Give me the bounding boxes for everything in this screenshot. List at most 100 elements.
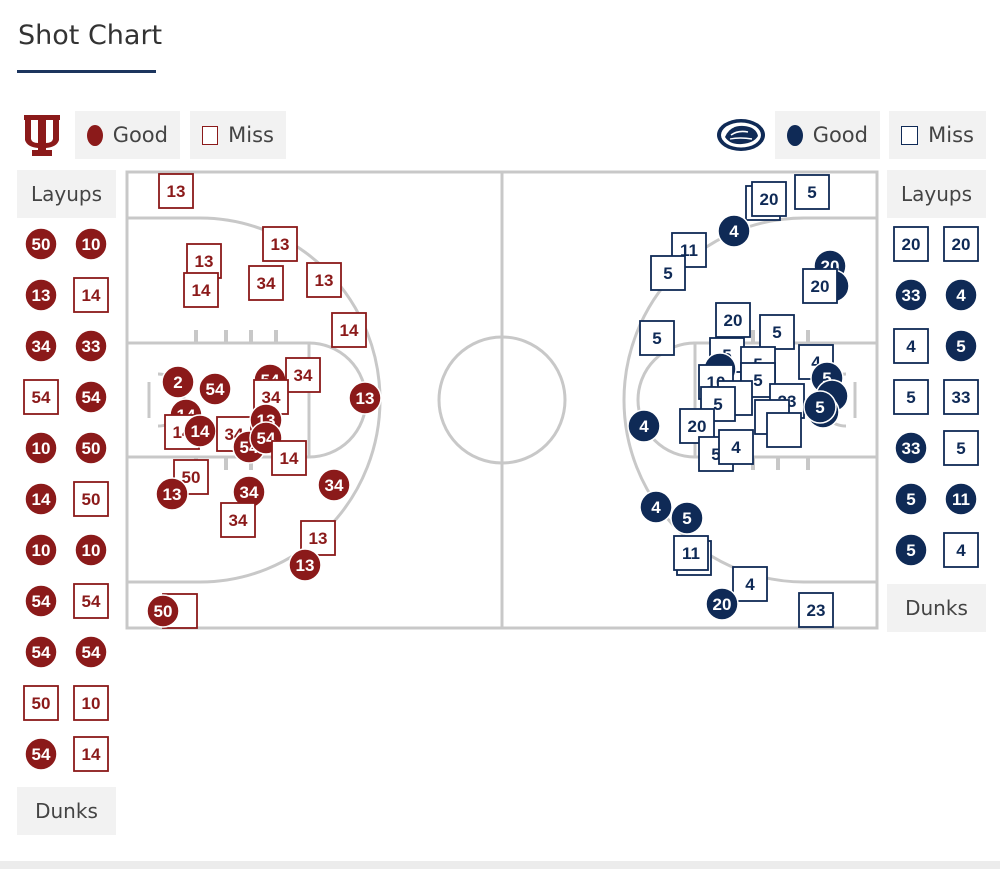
home-shot-marker: 13 bbox=[262, 226, 298, 262]
away-layup-marker-label: 5 bbox=[906, 388, 915, 407]
home-layup-marker-label: 54 bbox=[32, 745, 51, 764]
home-layup-marker-dot bbox=[74, 380, 108, 414]
away-shot-marker: 4 bbox=[732, 566, 768, 602]
home-layup-marker-dot bbox=[24, 533, 58, 567]
home-legend-good-label: Good bbox=[112, 123, 168, 147]
away-layup-marker: 4 bbox=[944, 278, 978, 312]
away-shot-marker: 4 bbox=[718, 429, 754, 465]
home-shot-marker-square bbox=[220, 502, 256, 538]
away-shot-marker-label: 5 bbox=[807, 183, 816, 202]
away-layup-marker-square bbox=[893, 226, 929, 262]
away-layup-marker-square bbox=[943, 379, 979, 415]
home-shot-marker: 13 bbox=[288, 548, 322, 582]
home-layup-marker: 14 bbox=[24, 482, 58, 516]
away-shot-marker-label: 5 bbox=[815, 398, 824, 417]
home-shot-marker: 50 bbox=[173, 459, 209, 495]
away-shot-marker: 5 bbox=[650, 255, 686, 291]
away-shot-marker-label: 4 bbox=[731, 438, 741, 457]
away-layup-marker-square bbox=[893, 379, 929, 415]
away-shot-marker-label: 5 bbox=[663, 264, 672, 283]
home-legend-miss-label: Miss bbox=[228, 123, 274, 147]
home-shot-marker-dot bbox=[348, 381, 382, 415]
away-shot-marker-label: 20 bbox=[688, 417, 707, 436]
away-layup-marker: 5 bbox=[893, 379, 929, 415]
away-shot-marker-square bbox=[751, 181, 787, 217]
home-layup-marker: 50 bbox=[74, 431, 108, 465]
home-layup-marker-dot bbox=[24, 431, 58, 465]
away-layup-marker-label: 5 bbox=[906, 541, 915, 560]
away-layup-marker: 4 bbox=[893, 328, 929, 364]
home-shot-marker: 13 bbox=[155, 477, 189, 511]
away-layup-marker: 4 bbox=[943, 532, 979, 568]
home-layup-marker-dot bbox=[74, 329, 108, 363]
away-shot-marker-dot bbox=[803, 390, 837, 424]
home-shots: 1313131334141425454343413141414341354541… bbox=[146, 173, 382, 629]
home-layup-marker: 50 bbox=[24, 227, 58, 261]
away-dunks-label: Dunks bbox=[887, 584, 986, 632]
home-layup-marker: 33 bbox=[74, 329, 108, 363]
away-layup-marker-dot bbox=[944, 482, 978, 516]
home-layups: 50 10 13 14 34 33 54 54 10 50 14 50 10 10 54 54 54 54 50 10… bbox=[23, 227, 109, 772]
home-shot-marker-label: 13 bbox=[163, 485, 182, 504]
home-shot-marker-label: 13 bbox=[195, 252, 214, 271]
away-shot-marker-label: 4 bbox=[651, 498, 661, 517]
home-layup-marker-square bbox=[73, 277, 109, 313]
away-layup-marker-label: 33 bbox=[902, 439, 921, 458]
away-shot-marker-square bbox=[802, 268, 838, 304]
home-shot-marker-label: 2 bbox=[173, 373, 182, 392]
home-shot-marker-square bbox=[248, 265, 284, 301]
away-shot-marker-label: 4 bbox=[639, 417, 649, 436]
away-layup-marker-label: 4 bbox=[956, 541, 966, 560]
home-shot-marker: 14 bbox=[183, 414, 217, 448]
home-shot-marker-square bbox=[306, 262, 342, 298]
home-shot-marker: 54 bbox=[198, 372, 232, 406]
away-layup-marker-label: 5 bbox=[956, 439, 965, 458]
home-shot-marker-label: 34 bbox=[229, 511, 248, 530]
home-shot-marker-square bbox=[183, 272, 219, 308]
away-shot-marker-label: 5 bbox=[822, 369, 831, 388]
home-layup-marker: 10 bbox=[74, 227, 108, 261]
home-layup-marker: 13 bbox=[24, 278, 58, 312]
away-shot-marker: 5 bbox=[759, 314, 795, 350]
home-layup-marker-dot bbox=[24, 737, 58, 771]
home-shot-marker-square bbox=[262, 226, 298, 262]
away-shots: 2054115202020555541055523542054451142023 bbox=[627, 174, 850, 628]
home-layup-marker: 54 bbox=[24, 584, 58, 618]
home-shot-marker: 34 bbox=[248, 265, 284, 301]
home-layup-marker: 50 bbox=[73, 481, 109, 517]
good-marker-icon bbox=[787, 124, 803, 146]
home-layup-marker-square bbox=[73, 685, 109, 721]
good-marker-icon bbox=[87, 124, 103, 146]
away-layup-marker: 20 bbox=[893, 226, 929, 262]
home-legend-good: Good bbox=[75, 111, 180, 159]
away-shot-marker-dot bbox=[670, 501, 704, 535]
home-shot-marker-dot bbox=[317, 468, 351, 502]
home-layup-marker: 14 bbox=[73, 736, 109, 772]
home-shot-marker: 13 bbox=[306, 262, 342, 298]
home-layup-marker-label: 10 bbox=[82, 694, 101, 713]
away-layup-marker-dot bbox=[944, 278, 978, 312]
home-shot-marker: 13 bbox=[158, 173, 194, 209]
away-layup-marker-label: 20 bbox=[902, 235, 921, 254]
away-shot-marker: 5 bbox=[794, 174, 830, 210]
away-layup-marker-square bbox=[893, 328, 929, 364]
home-layup-marker-label: 54 bbox=[82, 643, 101, 662]
away-shot-marker-dot bbox=[627, 409, 661, 443]
home-layup-marker-label: 10 bbox=[32, 541, 51, 560]
away-shot-marker-label: 23 bbox=[807, 601, 826, 620]
home-layup-marker-label: 10 bbox=[82, 541, 101, 560]
bottom-divider bbox=[0, 861, 1000, 869]
home-layup-marker-label: 13 bbox=[32, 286, 51, 305]
home-layup-marker: 54 bbox=[74, 380, 108, 414]
home-shot-marker: 34 bbox=[285, 357, 321, 393]
home-layup-marker-label: 50 bbox=[82, 490, 101, 509]
home-shot-marker-label: 13 bbox=[315, 271, 334, 290]
penn-state-lion-icon bbox=[716, 117, 766, 158]
home-layup-marker-label: 10 bbox=[32, 439, 51, 458]
home-shot-marker-label: 50 bbox=[154, 602, 173, 621]
home-layup-marker-square bbox=[73, 583, 109, 619]
away-shot-marker-label: 11 bbox=[682, 544, 700, 563]
away-layup-marker-dot bbox=[894, 431, 928, 465]
away-layups: 20 20 33 4 4 5 5 33 33 5 5 11 5 4 bbox=[893, 226, 979, 568]
